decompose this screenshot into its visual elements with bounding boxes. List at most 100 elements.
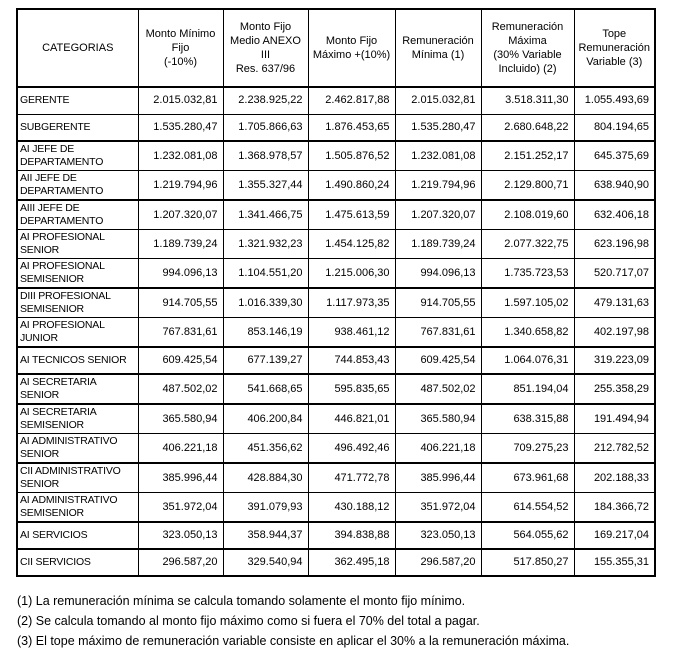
value-cell: 517.850,27: [480, 548, 575, 577]
table-row: CII ADMINISTRATIVO SENIOR 385.996,44 428.8…: [16, 462, 656, 493]
value-cell: 428.884,30: [222, 462, 309, 493]
value-cell: 391.079,93: [222, 492, 309, 523]
value-cell: 1.475.613,59: [307, 199, 396, 230]
value-cell: 191.494,94: [573, 403, 656, 434]
value-cell: 446.821,01: [307, 403, 396, 434]
table-row: DIII PROFESIONAL SEMISENIOR 914.705,55 1.0…: [16, 287, 656, 318]
value-cell: 1.189.739,24: [137, 229, 224, 259]
value-cell: 2.015.032,81: [394, 86, 482, 115]
category-cell: AI ADMINISTRATIVO SEMISENIOR: [16, 492, 139, 523]
value-cell: 2.077.322,75: [480, 229, 575, 259]
footnote-1: (1) La remuneración mínima se calcula to…: [17, 594, 466, 608]
value-cell: 155.355,31: [573, 548, 656, 577]
value-cell: 169.217,04: [573, 521, 656, 550]
value-cell: 1.505.876,52: [307, 140, 396, 171]
value-cell: 677.139,27: [222, 346, 309, 375]
table-row: GERENTE 2.015.032,81 2.238.925,22 2.462.817…: [16, 86, 656, 115]
table-row: AI JEFE DE DEPARTAMENTO 1.232.081,08 1.368…: [16, 140, 656, 171]
value-cell: 767.831,61: [137, 317, 224, 348]
value-cell: 2.015.032,81: [137, 86, 224, 115]
value-cell: 385.996,44: [137, 462, 224, 493]
category-cell: AIII JEFE DE DEPARTAMENTO: [16, 199, 139, 230]
table-row: CII SERVICIOS 296.587,20 329.540,94 362.495…: [16, 548, 656, 577]
table-row: AI PROFESIONAL SEMISENIOR 994.096,13 1.104…: [16, 258, 656, 289]
value-cell: 1.207.320,07: [137, 199, 224, 230]
value-cell: 362.495,18: [307, 548, 396, 577]
value-cell: 1.232.081,08: [137, 140, 224, 171]
column-header-remuneracion-minima: Remuneración Mínima (1): [394, 8, 482, 88]
value-cell: 1.117.973,35: [307, 287, 396, 318]
value-cell: 1.355.327,44: [222, 170, 309, 201]
value-cell: 614.554,52: [480, 492, 575, 523]
value-cell: 632.406,18: [573, 199, 656, 230]
value-cell: 673.961,68: [480, 462, 575, 493]
category-cell: AI PROFESIONAL SEMISENIOR: [16, 258, 139, 289]
value-cell: 645.375,69: [573, 140, 656, 171]
value-cell: 1.189.739,24: [394, 229, 482, 259]
value-cell: 365.580,94: [394, 403, 482, 434]
value-cell: 487.502,02: [137, 373, 224, 405]
value-cell: 402.197,98: [573, 317, 656, 348]
value-cell: 358.944,37: [222, 521, 309, 550]
value-cell: 1.232.081,08: [394, 140, 482, 171]
value-cell: 914.705,55: [394, 287, 482, 318]
value-cell: 638.315,88: [480, 403, 575, 434]
table-row: AI SECRETARIA SENIOR 487.502,02 541.668,65…: [16, 373, 656, 405]
value-cell: 1.219.794,96: [137, 170, 224, 201]
value-cell: 1.321.932,23: [222, 229, 309, 259]
value-cell: 994.096,13: [137, 258, 224, 289]
value-cell: 1.207.320,07: [394, 199, 482, 230]
value-cell: 994.096,13: [394, 258, 482, 289]
value-cell: 2.151.252,17: [480, 140, 575, 171]
table-row: AIII JEFE DE DEPARTAMENTO 1.207.320,07 1.3…: [16, 199, 656, 230]
value-cell: 2.680.648,22: [480, 113, 575, 142]
table-row: AI ADMINISTRATIVO SEMISENIOR 351.972,04 39…: [16, 492, 656, 523]
value-cell: 479.131,63: [573, 287, 656, 318]
salary-table: CATEGORIAS Monto Mínimo Fijo (-10%) Mont…: [16, 8, 656, 577]
column-header-remuneracion-maxima: Remuneración Máxima (30% Variable Inclui…: [480, 8, 575, 88]
value-cell: 1.535.280,47: [394, 113, 482, 142]
category-cell: AI PROFESIONAL SENIOR: [16, 229, 139, 259]
value-cell: 394.838,88: [307, 521, 396, 550]
table-row: AI SERVICIOS 323.050,13 358.944,37 394.838,…: [16, 521, 656, 550]
value-cell: 638.940,90: [573, 170, 656, 201]
value-cell: 853.146,19: [222, 317, 309, 348]
table-body: GERENTE 2.015.032,81 2.238.925,22 2.462.817…: [16, 86, 656, 577]
value-cell: 430.188,12: [307, 492, 396, 523]
table-row: AII JEFE DE DEPARTAMENTO 1.219.794,96 1.35…: [16, 170, 656, 201]
footnotes: (1) La remuneración mínima se calcula to…: [17, 591, 569, 651]
header-row: CATEGORIAS Monto Mínimo Fijo (-10%) Mont…: [16, 8, 656, 88]
category-cell: DIII PROFESIONAL SEMISENIOR: [16, 287, 139, 318]
value-cell: 595.835,65: [307, 373, 396, 405]
value-cell: 1.597.105,02: [480, 287, 575, 318]
value-cell: 296.587,20: [137, 548, 224, 577]
value-cell: 804.194,65: [573, 113, 656, 142]
table-row: AI ADMINISTRATIVO SENIOR 406.221,18 451.35…: [16, 433, 656, 464]
value-cell: 385.996,44: [394, 462, 482, 493]
footnote-2: (2) Se calcula tomando al monto fijo máx…: [17, 614, 480, 628]
value-cell: 3.518.311,30: [480, 86, 575, 115]
value-cell: 2.129.800,71: [480, 170, 575, 201]
value-cell: 406.221,18: [394, 433, 482, 464]
table-row: AI TECNICOS SENIOR 609.425,54 677.139,27 74…: [16, 346, 656, 375]
category-cell: AI TECNICOS SENIOR: [16, 346, 139, 375]
value-cell: 623.196,98: [573, 229, 656, 259]
value-cell: 1.735.723,53: [480, 258, 575, 289]
value-cell: 255.358,29: [573, 373, 656, 405]
value-cell: 541.668,65: [222, 373, 309, 405]
value-cell: 2.238.925,22: [222, 86, 309, 115]
column-header-monto-fijo-maximo: Monto Fijo Máximo +(10%): [307, 8, 396, 88]
value-cell: 1.454.125,82: [307, 229, 396, 259]
value-cell: 1.368.978,57: [222, 140, 309, 171]
value-cell: 1.705.866,63: [222, 113, 309, 142]
value-cell: 1.535.280,47: [137, 113, 224, 142]
table-row: AI PROFESIONAL SENIOR 1.189.739,24 1.321.9…: [16, 229, 656, 259]
category-cell: AI PROFESIONAL JUNIOR: [16, 317, 139, 348]
value-cell: 329.540,94: [222, 548, 309, 577]
value-cell: 296.587,20: [394, 548, 482, 577]
footnote-3: (3) El tope máximo de remuneración varia…: [17, 634, 570, 648]
category-cell: AI SECRETARIA SENIOR: [16, 373, 139, 405]
table-row: SUBGERENTE 1.535.280,47 1.705.866,63 1.876.…: [16, 113, 656, 142]
value-cell: 609.425,54: [137, 346, 224, 375]
value-cell: 609.425,54: [394, 346, 482, 375]
